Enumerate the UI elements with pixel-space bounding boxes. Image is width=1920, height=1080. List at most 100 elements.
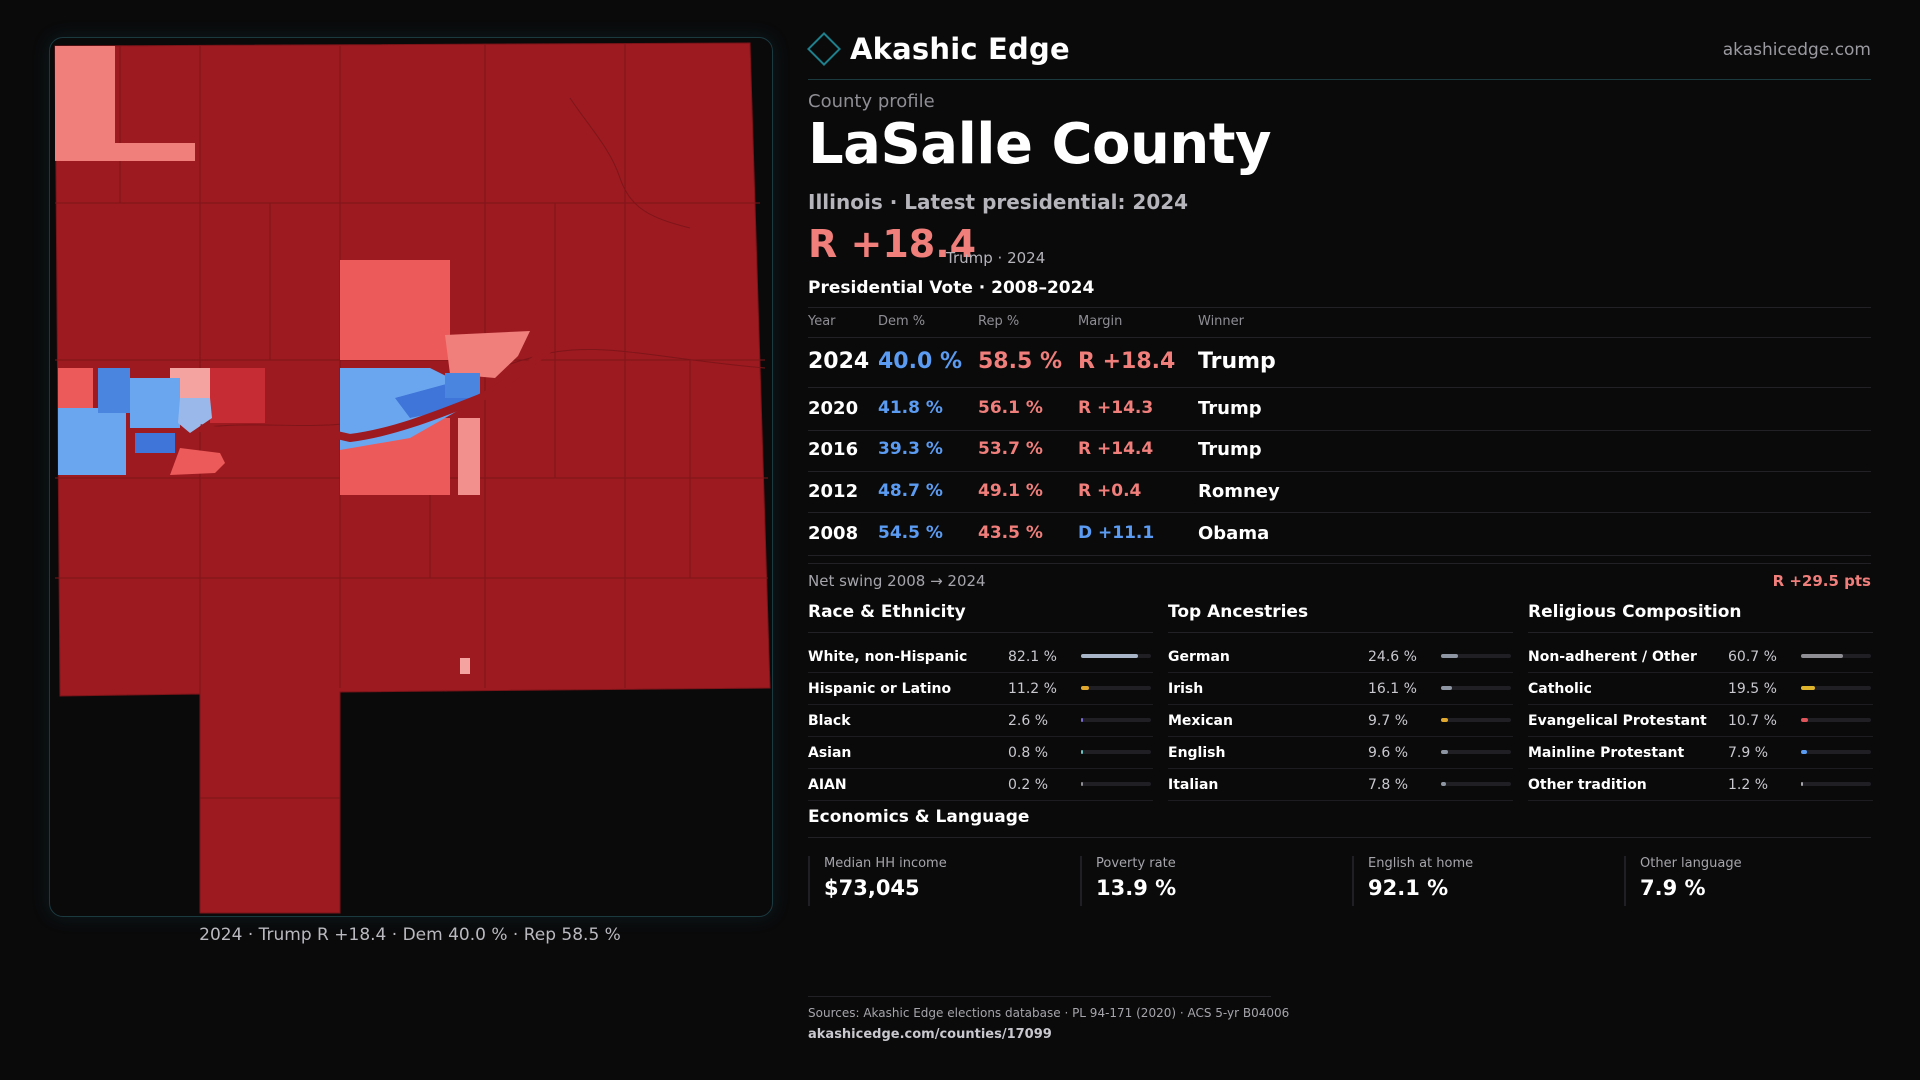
cell-winner: Romney [1198, 481, 1280, 502]
county-url-link[interactable]: akashicedge.com/counties/17099 [808, 1027, 1052, 1042]
headline-margin: R +18.4 [808, 222, 977, 266]
list-item[interactable]: Mexican 9.7 % [1168, 705, 1513, 737]
item-label: Mexican [1168, 713, 1233, 729]
swing-label: Net swing 2008 → 2024 [808, 572, 986, 590]
col-header-winner: Winner [1198, 314, 1245, 329]
stat-label: Other language [1640, 856, 1742, 871]
ancestry-panel: Top Ancestries German 24.6 % Irish 16.1 % Mex… [1168, 602, 1513, 801]
share-bar-fill [1081, 718, 1083, 722]
share-bar-fill [1441, 686, 1452, 690]
item-value: 82.1 % [1008, 649, 1057, 665]
cell-winner: Trump [1198, 439, 1262, 460]
item-value: 7.9 % [1728, 745, 1769, 761]
race-ethnicity-panel: Race & Ethnicity White, non-Hispanic 82.1 … [808, 602, 1153, 801]
precincts-lean-rep [55, 46, 530, 674]
divider [808, 307, 1871, 308]
item-label: Italian [1168, 777, 1219, 793]
cell-margin: D +11.1 [1078, 523, 1155, 543]
list-item[interactable]: Asian 0.8 % [808, 737, 1153, 769]
divider [808, 837, 1871, 838]
share-bar-fill [1441, 782, 1446, 786]
divider [808, 555, 1871, 556]
precinct-map-svg [54, 42, 771, 914]
list-item[interactable]: White, non-Hispanic 82.1 % [808, 641, 1153, 673]
share-bar-fill [1081, 686, 1089, 690]
share-bar [1081, 654, 1151, 658]
stat-value: 7.9 % [1640, 876, 1706, 900]
item-value: 0.2 % [1008, 777, 1049, 793]
col-header-year: Year [808, 314, 836, 329]
list-item[interactable]: Mainline Protestant 7.9 % [1528, 737, 1873, 769]
precincts-lean-dem [58, 368, 480, 475]
col-header-dem: Dem % [878, 314, 926, 329]
item-value: 60.7 % [1728, 649, 1777, 665]
stat-label: Median HH income [824, 856, 947, 871]
brand-name: Akashic Edge [850, 32, 1070, 66]
list-item[interactable]: Non-adherent / Other 60.7 % [1528, 641, 1873, 673]
site-link[interactable]: akashicedge.com [1722, 40, 1871, 60]
cell-year: 2016 [808, 439, 859, 460]
share-bar [1081, 782, 1151, 786]
item-value: 2.6 % [1008, 713, 1049, 729]
list-item[interactable]: Hispanic or Latino 11.2 % [808, 673, 1153, 705]
list-item[interactable]: Catholic 19.5 % [1528, 673, 1873, 705]
share-bar [1801, 654, 1871, 658]
share-bar-fill [1801, 718, 1808, 722]
illinois-river [199, 344, 553, 443]
item-label: Mainline Protestant [1528, 745, 1685, 761]
swing-value: R +29.5 pts [1772, 572, 1871, 590]
item-value: 9.7 % [1368, 713, 1409, 729]
share-bar [1441, 686, 1511, 690]
brand[interactable]: Akashic Edge [807, 32, 1070, 66]
share-bar [1441, 718, 1511, 722]
diamond-logo-icon [807, 32, 841, 66]
cell-dem: 54.5 % [878, 523, 943, 543]
list-item[interactable]: Italian 7.8 % [1168, 769, 1513, 801]
list-item[interactable]: Black 2.6 % [808, 705, 1153, 737]
list-item[interactable]: Evangelical Protestant 10.7 % [1528, 705, 1873, 737]
item-label: English [1168, 745, 1226, 761]
divider [808, 512, 1871, 513]
economics-title: Economics & Language [808, 807, 1030, 827]
item-value: 9.6 % [1368, 745, 1409, 761]
share-bar-fill [1081, 654, 1138, 658]
cell-rep: 49.1 % [978, 481, 1043, 501]
item-label: AIAN [808, 777, 847, 793]
map-caption: 2024 · Trump R +18.4 · Dem 40.0 % · Rep … [199, 925, 621, 945]
divider [808, 563, 1871, 564]
share-bar [1441, 750, 1511, 754]
cell-year: 2024 [808, 349, 870, 374]
cell-dem: 41.8 % [878, 398, 943, 418]
cell-year: 2020 [808, 398, 859, 419]
stat-value: $73,045 [824, 876, 920, 900]
list-item[interactable]: Other tradition 1.2 % [1528, 769, 1873, 801]
cell-margin: R +18.4 [1078, 349, 1176, 374]
share-bar [1441, 782, 1511, 786]
list-item[interactable]: English 9.6 % [1168, 737, 1513, 769]
panel-title: Race & Ethnicity [808, 602, 1153, 633]
item-value: 19.5 % [1728, 681, 1777, 697]
list-item[interactable]: Irish 16.1 % [1168, 673, 1513, 705]
share-bar [1801, 750, 1871, 754]
share-bar-fill [1801, 686, 1815, 690]
item-label: Evangelical Protestant [1528, 713, 1707, 729]
item-value: 10.7 % [1728, 713, 1777, 729]
county-map[interactable] [49, 37, 773, 917]
cell-year: 2012 [808, 481, 859, 502]
cell-margin: R +0.4 [1078, 481, 1142, 501]
item-label: Other tradition [1528, 777, 1647, 793]
share-bar [1441, 654, 1511, 658]
cell-rep: 43.5 % [978, 523, 1043, 543]
share-bar-fill [1441, 750, 1448, 754]
share-bar [1081, 750, 1151, 754]
share-bar-fill [1081, 782, 1083, 786]
item-value: 24.6 % [1368, 649, 1417, 665]
list-item[interactable]: German 24.6 % [1168, 641, 1513, 673]
item-value: 16.1 % [1368, 681, 1417, 697]
item-label: Hispanic or Latino [808, 681, 952, 697]
item-label: Asian [808, 745, 852, 761]
panel-title: Religious Composition [1528, 602, 1873, 633]
list-item[interactable]: AIAN 0.2 % [808, 769, 1153, 801]
page-title: LaSalle County [808, 112, 1272, 177]
divider [808, 387, 1871, 388]
